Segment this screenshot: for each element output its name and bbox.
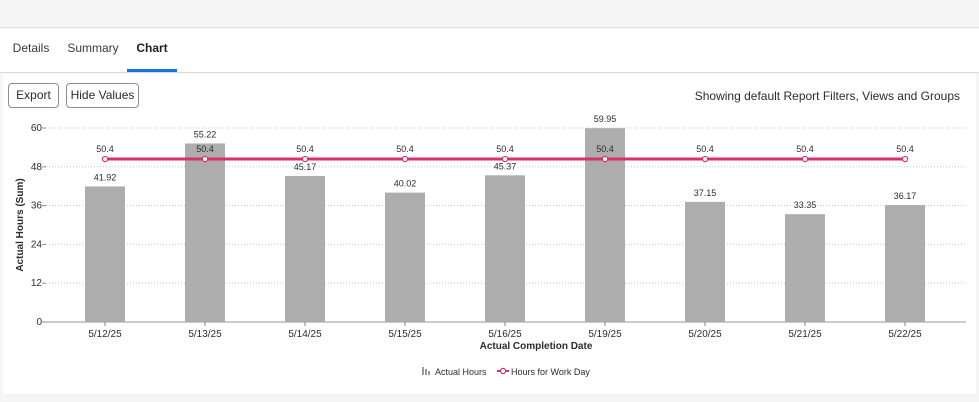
bar-actual-hours — [85, 186, 125, 322]
line-value-label: 50.4 — [396, 144, 414, 154]
hide-values-button[interactable]: Hide Values — [66, 83, 139, 108]
x-tick-label: 5/20/25 — [688, 329, 722, 340]
bar-value-label: 36.17 — [894, 191, 917, 201]
tab-chart[interactable]: Chart — [136, 41, 168, 55]
y-tick-label: 12 — [31, 278, 43, 289]
export-button[interactable]: Export — [8, 83, 59, 108]
bar-actual-hours — [785, 214, 825, 322]
line-value-label: 50.4 — [496, 144, 514, 154]
bar-value-label: 45.17 — [294, 162, 317, 172]
line-point — [301, 155, 309, 163]
line-point — [101, 155, 109, 163]
bar-value-label: 45.37 — [494, 161, 517, 171]
bar-actual-hours — [685, 201, 725, 322]
bar-value-label: 33.35 — [794, 200, 817, 210]
line-point — [901, 155, 909, 163]
bar-value-label: 59.95 — [594, 114, 617, 124]
y-tick-label: 60 — [31, 123, 43, 134]
x-tick-label: 5/22/25 — [888, 329, 922, 340]
line-value-label: 50.4 — [696, 144, 714, 154]
legend-bar-icon — [428, 371, 430, 375]
x-tick-label: 5/13/25 — [188, 329, 222, 340]
bar-actual-hours — [485, 175, 525, 322]
x-tick-label: 5/12/25 — [88, 329, 122, 340]
line-point — [501, 155, 509, 163]
y-tick-label: 0 — [36, 317, 42, 328]
y-tick-label: 48 — [31, 162, 43, 173]
y-axis-title: Actual Hours (Sum) — [15, 178, 26, 271]
legend-bar-icon — [425, 369, 427, 375]
active-tab-indicator — [127, 69, 177, 72]
report-tabs: Details Summary Chart — [0, 29, 979, 73]
legend-label-actual-hours: Actual Hours — [435, 367, 487, 377]
x-tick-label: 5/21/25 — [788, 329, 822, 340]
line-value-label: 50.4 — [96, 144, 114, 154]
x-tick-label: 5/16/25 — [488, 329, 522, 340]
bar-actual-hours — [385, 192, 425, 322]
legend-label-hours-for-work-day: Hours for Work Day — [511, 367, 590, 377]
bar-value-label: 40.02 — [394, 179, 417, 189]
line-value-label: 50.4 — [796, 144, 814, 154]
line-point — [601, 155, 609, 163]
bar-value-label: 41.92 — [94, 172, 117, 182]
line-value-label: 50.4 — [196, 144, 214, 154]
bar-actual-hours — [885, 205, 925, 322]
top-strip — [0, 0, 979, 28]
y-tick-label: 36 — [31, 201, 43, 212]
x-tick-label: 5/19/25 — [588, 329, 622, 340]
x-tick-label: 5/15/25 — [388, 329, 422, 340]
line-value-label: 50.4 — [596, 144, 614, 154]
line-value-label: 50.4 — [896, 144, 914, 154]
y-tick-label: 24 — [31, 239, 43, 250]
line-point — [401, 155, 409, 163]
bar-actual-hours — [285, 175, 325, 322]
bar-value-label: 55.22 — [194, 129, 217, 139]
bar-actual-hours — [185, 143, 225, 322]
tab-summary[interactable]: Summary — [67, 41, 119, 55]
tab-details[interactable]: Details — [12, 41, 50, 55]
line-point — [801, 155, 809, 163]
bar-value-label: 37.15 — [694, 188, 717, 198]
x-axis-title: Actual Completion Date — [480, 341, 593, 352]
x-tick-label: 5/14/25 — [288, 329, 322, 340]
line-value-label: 50.4 — [296, 144, 314, 154]
legend-bar-icon — [422, 367, 424, 375]
filters-status-text: Showing default Report Filters, Views an… — [694, 89, 960, 103]
legend-line-icon — [499, 367, 507, 375]
line-point — [201, 155, 209, 163]
line-point — [701, 155, 709, 163]
